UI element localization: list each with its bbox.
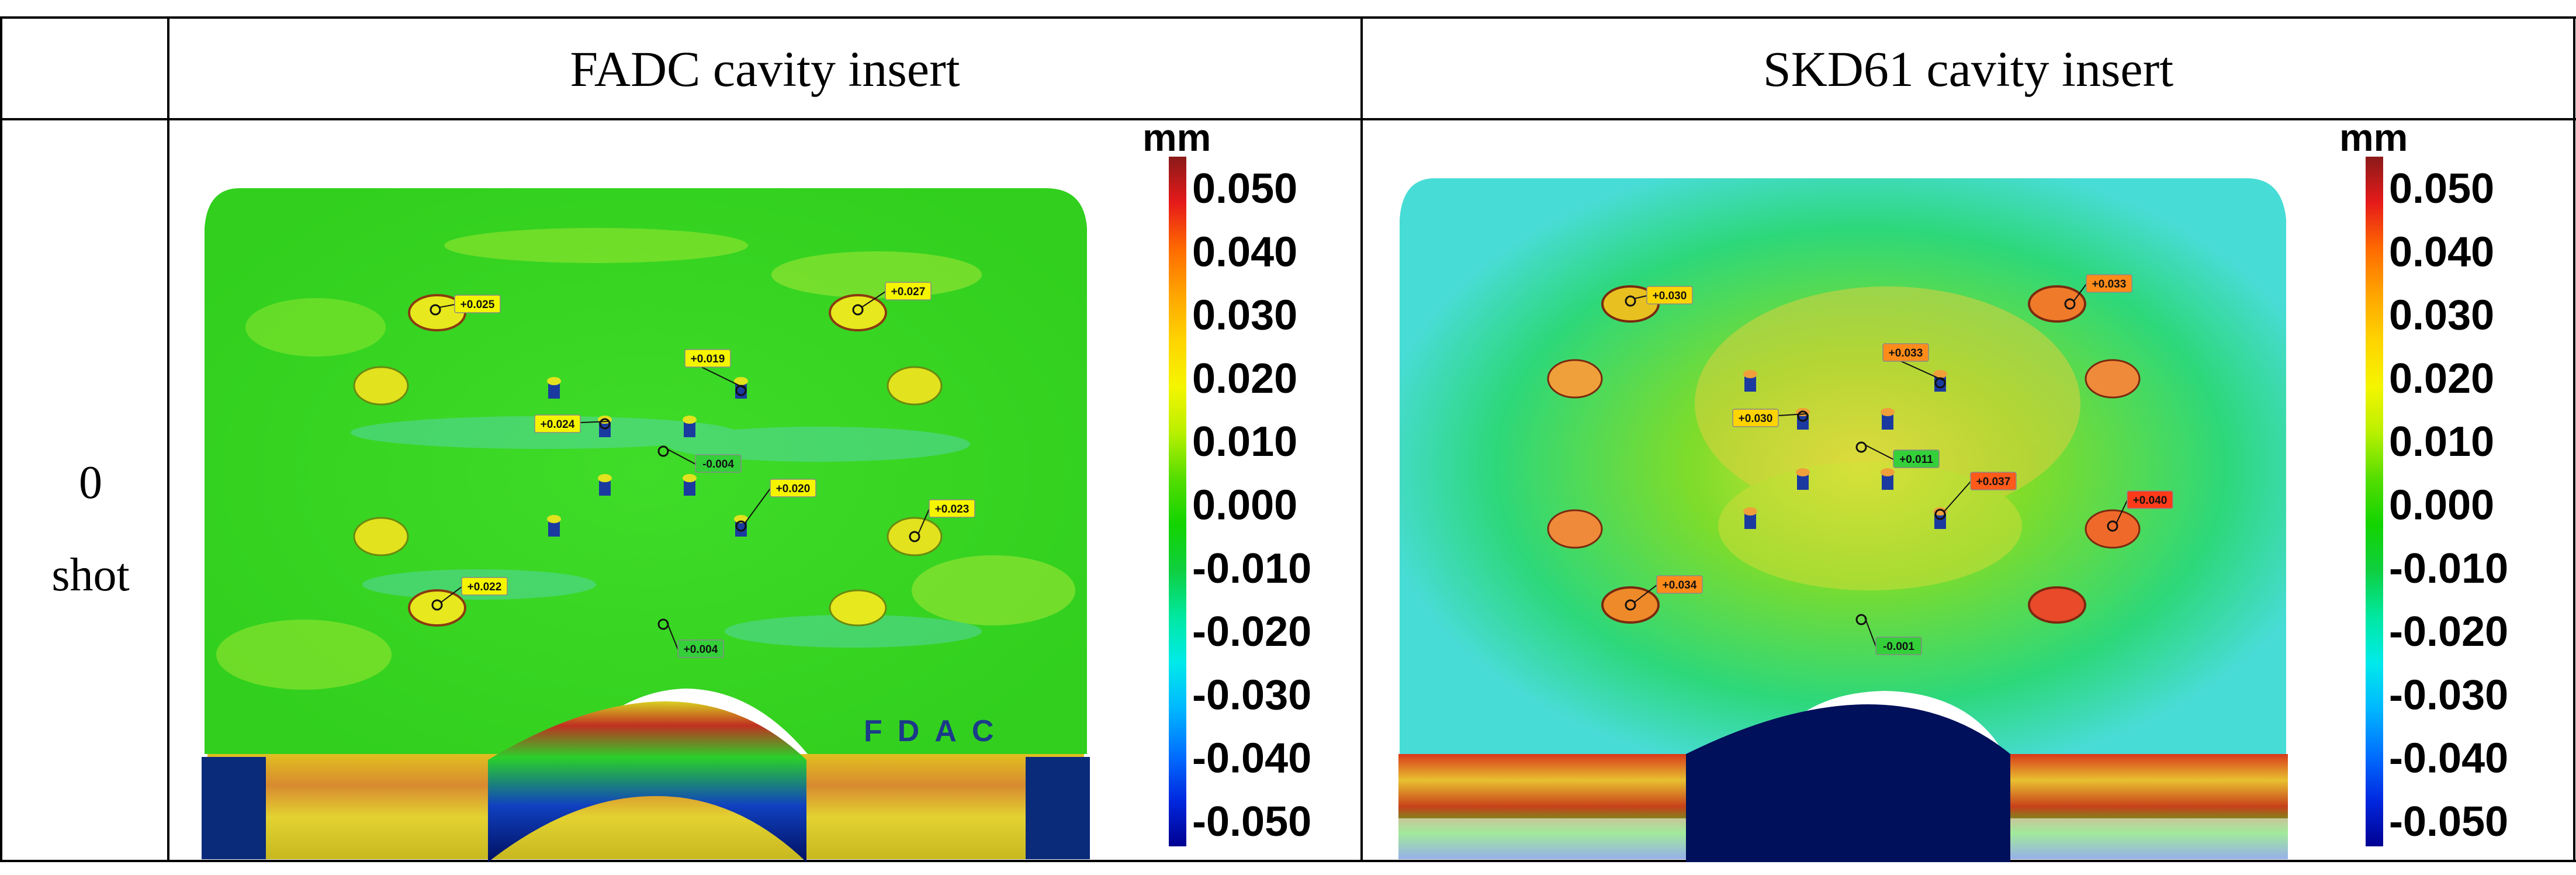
fadc-colorbar-tick-label: 0.020 bbox=[1192, 355, 1297, 402]
fadc-deviation-value: +0.024 bbox=[541, 419, 575, 431]
fadc-colorbar-tick-label: -0.030 bbox=[1192, 672, 1311, 718]
header-skd61: SKD61 cavity insert bbox=[1763, 41, 2173, 97]
fadc-deviation-value: +0.019 bbox=[691, 353, 725, 365]
skd61-colorbar-tick-label: 0.010 bbox=[2389, 419, 2494, 465]
skd61-colorbar-tick-label: 0.000 bbox=[2389, 482, 2494, 529]
skd61-measure-point bbox=[1625, 599, 1636, 611]
fadc-colorbar-unit: mm bbox=[1142, 116, 1211, 159]
skd61-colorbar-tick-label: 0.020 bbox=[2389, 355, 2494, 402]
fadc-colorbar-tick-label: -0.020 bbox=[1192, 608, 1311, 655]
fadc-measure-point bbox=[909, 531, 920, 542]
skd61-colorbar-unit: mm bbox=[2339, 116, 2408, 159]
skd61-colorbar-tick-label: -0.010 bbox=[2389, 545, 2508, 592]
skd61-deviation-callout: +0.033 bbox=[2064, 274, 2132, 310]
skd61-measure-point bbox=[1625, 295, 1636, 307]
fadc-deviation-value: +0.023 bbox=[935, 503, 970, 516]
fadc-deviation-map: FDAC bbox=[202, 188, 1090, 862]
fadc-colorbar-ticks: 0.050 0.040 0.030 0.020 0.010 0.000 -0.010 -0.0… bbox=[1192, 165, 1311, 845]
fadc-measure-point bbox=[599, 418, 611, 430]
fadc-deviation-value: +0.025 bbox=[461, 299, 495, 311]
fadc-deviation-callout: +0.027 bbox=[852, 282, 932, 316]
fadc-deviation-callout: +0.023 bbox=[909, 499, 975, 542]
fadc-deviation-callout: +0.024 bbox=[534, 414, 611, 433]
skd61-colorbar-tick-label: 0.030 bbox=[2389, 292, 2494, 339]
skd61-measure-point bbox=[2064, 298, 2076, 310]
fadc-arch bbox=[488, 701, 806, 862]
row-label-number: 0 bbox=[79, 457, 102, 509]
fadc-measure-point bbox=[431, 599, 443, 611]
fadc-pads bbox=[353, 294, 943, 627]
fadc-measure-point bbox=[657, 445, 669, 457]
fadc-colorbar-strip bbox=[1169, 157, 1186, 846]
skd61-deviation-callout: +0.030 bbox=[1625, 286, 1693, 307]
fadc-deviation-value: +0.027 bbox=[891, 286, 926, 298]
skd61-colorbar-tick-label: 0.050 bbox=[2389, 165, 2494, 212]
skd61-callouts: +0.030 +0.033 +0.033 +0.030 +0.011 +0.037 +0.0… bbox=[1625, 274, 2173, 655]
skd61-deviation-callout: +0.040 bbox=[2107, 490, 2173, 532]
skd61-measure-point bbox=[1934, 377, 1946, 389]
skd61-deviation-callout: +0.037 bbox=[1934, 472, 2017, 520]
fadc-measure-point bbox=[852, 304, 864, 316]
skd61-colorbar-ticks: 0.050 0.040 0.030 0.020 0.010 0.000 -0.010 -0.0… bbox=[2389, 165, 2508, 845]
skd61-deviation-callout: +0.034 bbox=[1625, 575, 1703, 611]
fadc-deviation-value: +0.020 bbox=[776, 483, 811, 495]
skd61-pads bbox=[1547, 285, 2141, 624]
skd61-measure-point bbox=[1855, 441, 1867, 453]
skd61-deviation-callout: +0.011 bbox=[1855, 441, 1940, 468]
skd61-deviation-callout: +0.030 bbox=[1732, 409, 1809, 427]
skd61-measure-point bbox=[1797, 410, 1809, 422]
skd61-measure-point bbox=[1934, 509, 1946, 520]
fadc-deviation-callout: -0.004 bbox=[657, 445, 742, 473]
skd61-deviation-map bbox=[1398, 178, 2288, 862]
fadc-colorbar-tick-label: -0.050 bbox=[1192, 798, 1311, 845]
fadc-colorbar-tick-label: 0.030 bbox=[1192, 292, 1297, 339]
skd61-deviation-value: +0.034 bbox=[1663, 579, 1697, 592]
fadc-deviation-callout: +0.020 bbox=[735, 479, 816, 532]
header-fadc: FADC cavity insert bbox=[570, 41, 960, 97]
skd61-deviation-value: +0.030 bbox=[1739, 413, 1773, 425]
fadc-deviation-callout: +0.022 bbox=[431, 577, 508, 611]
row-label-shot: shot bbox=[51, 549, 129, 601]
skd61-deviation-value: +0.037 bbox=[1976, 476, 2011, 488]
skd61-deviation-value: +0.011 bbox=[1899, 454, 1933, 466]
fadc-deviation-callout: +0.025 bbox=[430, 295, 501, 316]
skd61-colorbar-tick-label: -0.040 bbox=[2389, 735, 2508, 782]
fadc-deviation-value: -0.004 bbox=[702, 458, 734, 471]
skd61-deviation-value: +0.033 bbox=[1889, 347, 1923, 359]
skd61-measure-point bbox=[2107, 520, 2118, 532]
skd61-colorbar-tick-label: -0.030 bbox=[2389, 672, 2508, 718]
skd61-deviation-value: +0.040 bbox=[2133, 494, 2168, 507]
fadc-colorbar: mm 0.050 0.040 0.030 0.020 0.010 0.000 -0.010 -… bbox=[1142, 116, 1311, 846]
fadc-deviation-callout: +0.019 bbox=[684, 349, 747, 396]
fadc-colorbar-tick-label: 0.040 bbox=[1192, 229, 1297, 275]
fadc-deviation-value: +0.004 bbox=[684, 644, 718, 656]
fadc-deviation-callout: +0.004 bbox=[657, 618, 724, 658]
skd61-pins bbox=[1743, 370, 1947, 529]
fadc-measure-point bbox=[735, 520, 747, 532]
skd61-deviation-callout: -0.001 bbox=[1855, 614, 1922, 655]
fadc-colorbar-tick-label: 0.000 bbox=[1192, 482, 1297, 529]
skd61-deviation-value: +0.033 bbox=[2092, 278, 2127, 290]
fadc-measure-point bbox=[430, 304, 441, 316]
fadc-side-wall bbox=[207, 754, 1084, 859]
fadc-colorbar-tick-label: -0.010 bbox=[1192, 545, 1311, 592]
fadc-colorbar-tick-label: 0.050 bbox=[1192, 165, 1297, 212]
fadc-callouts: +0.025 +0.027 +0.019 +0.024 -0.004 +0.020 +0.0… bbox=[430, 282, 975, 658]
skd61-colorbar-tick-label: 0.040 bbox=[2389, 229, 2494, 275]
skd61-colorbar: mm 0.050 0.040 0.030 0.020 0.010 0.000 -0.010 -… bbox=[2339, 116, 2508, 846]
skd61-colorbar-strip bbox=[2366, 157, 2383, 846]
skd61-arch bbox=[1686, 704, 2010, 862]
fadc-colorbar-tick-label: 0.010 bbox=[1192, 419, 1297, 465]
skd61-deviation-value: -0.001 bbox=[1883, 641, 1914, 653]
fadc-colorbar-tick-label: -0.040 bbox=[1192, 735, 1311, 782]
skd61-colorbar-tick-label: -0.020 bbox=[2389, 608, 2508, 655]
skd61-deviation-value: +0.030 bbox=[1653, 290, 1687, 302]
skd61-colorbar-tick-label: -0.050 bbox=[2389, 798, 2508, 845]
skd61-deviation-callout: +0.033 bbox=[1882, 343, 1946, 389]
fadc-deviation-value: +0.022 bbox=[468, 581, 502, 593]
table-frame bbox=[0, 16, 2576, 862]
fadc-stamp: FDAC bbox=[864, 714, 1009, 748]
